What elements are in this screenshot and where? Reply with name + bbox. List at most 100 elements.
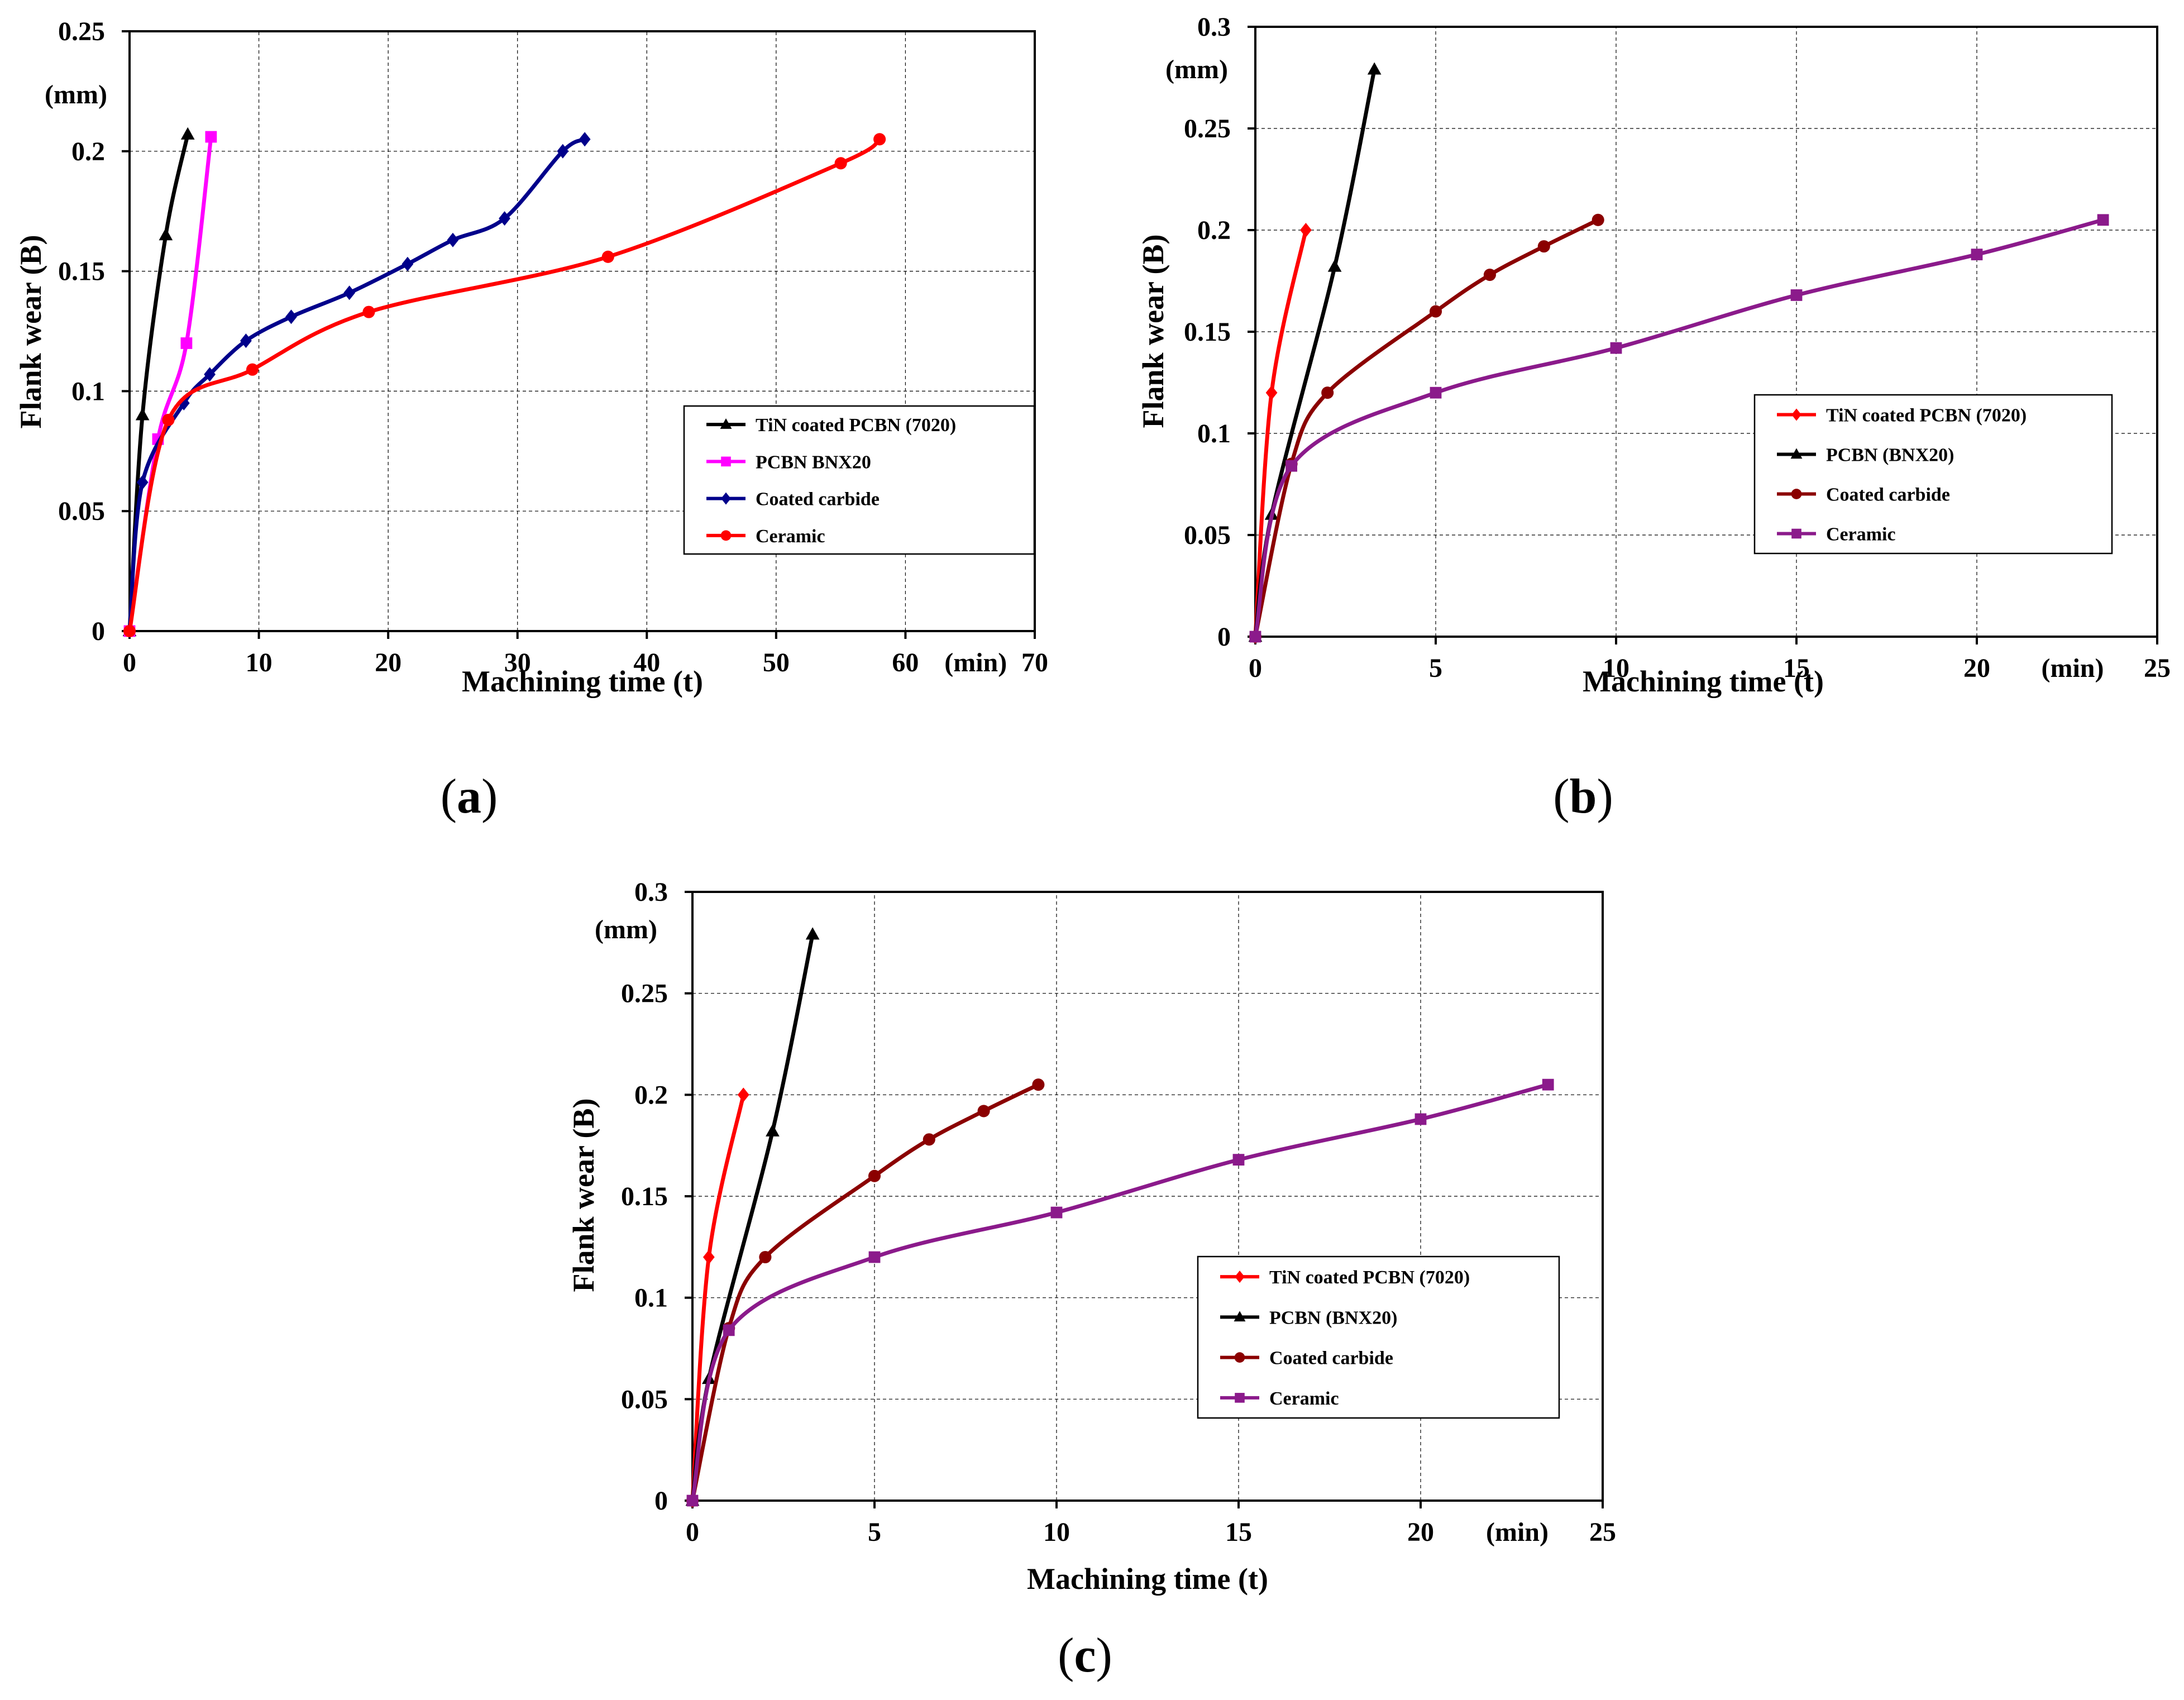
legend-marker (720, 418, 732, 429)
series-line (1253, 218, 1600, 639)
y-tick-label: 0.25 (621, 979, 668, 1009)
data-point (868, 1169, 881, 1182)
data-point (1321, 386, 1334, 399)
data-point (1592, 213, 1604, 226)
chart-c: 0 5 10 15 20 25 (min) 0 0.05 0.1 0.15 0.2 0.25 0.3 (mm… (567, 877, 1616, 1683)
y-tick-label: 0.1 (1197, 419, 1231, 448)
legend-marker (1790, 448, 1803, 459)
x-tick-label: 50 (763, 648, 790, 677)
data-point (1430, 386, 1442, 399)
data-point (1285, 460, 1297, 472)
data-point (923, 1133, 935, 1146)
y-tick-label: 0.2 (634, 1080, 668, 1110)
data-point (759, 1250, 772, 1264)
chart-b: 0 5 10 15 20 25 (min) 0 0.05 0.1 0.15 0.2 0.25 0.3 (mm… (1136, 12, 2171, 824)
series-line (690, 1082, 1040, 1503)
legend-marker (721, 456, 731, 467)
series-pcbn-bnx20- (685, 927, 820, 1506)
legend-marker (1234, 1311, 1246, 1322)
legend-label: Ceramic (1269, 1388, 1339, 1409)
data-point (1414, 1113, 1427, 1125)
chart-a: 0 10 20 30 40 50 60 70 (min) 0 0.05 0.1 0.15 0.2 0.25 (… (14, 17, 1048, 824)
x-tick-label: 20 (1963, 653, 1990, 683)
data-point (499, 211, 510, 226)
data-point (977, 1105, 990, 1118)
x-tick-label: 25 (2144, 653, 2171, 683)
x-axis-title: Machining time (t) (1583, 665, 1824, 698)
x-unit-label: (min) (2042, 653, 2104, 683)
x-axis-title: Machining time (t) (462, 665, 703, 698)
series-coated-carbide (1249, 213, 1604, 643)
data-point (834, 157, 847, 170)
data-point (447, 232, 459, 247)
data-point (1232, 1154, 1245, 1166)
data-point (1971, 249, 1983, 261)
y-tick-label: 0.2 (1197, 216, 1231, 245)
x-tick-label: 10 (1603, 653, 1629, 683)
data-point (246, 363, 259, 376)
x-tick-label: 0 (1249, 653, 1262, 683)
data-point (1050, 1206, 1063, 1219)
y-tick-label: 0 (92, 617, 105, 646)
x-tick-label: 0 (123, 648, 136, 677)
x-axis-title: Machining time (t) (1027, 1562, 1268, 1596)
data-point (868, 1251, 881, 1263)
data-point (402, 256, 414, 271)
legend-marker (720, 530, 732, 541)
y-axis-title: Flank wear (B) (14, 235, 47, 429)
data-point (180, 127, 195, 140)
data-point (601, 250, 614, 263)
x-tick-label: 25 (1589, 1517, 1616, 1547)
y-tick-label: 0.05 (58, 496, 105, 526)
data-point (737, 1087, 749, 1102)
data-point (135, 408, 150, 421)
data-point (240, 333, 252, 348)
data-point (579, 132, 591, 147)
data-point (1483, 269, 1496, 281)
y-tick-label: 0.2 (71, 137, 105, 166)
legend-marker (1234, 1352, 1245, 1363)
series-coated-carbide (123, 132, 591, 638)
data-point (1610, 342, 1622, 354)
data-point (1249, 631, 1261, 643)
legend-marker (721, 492, 731, 505)
legend-label: Ceramic (756, 526, 825, 547)
data-point (1542, 1078, 1554, 1091)
legend-box (683, 405, 1035, 555)
y-axis-title: Flank wear (B) (567, 1099, 600, 1292)
legend-label: TiN coated PCBN (7020) (1269, 1267, 1470, 1288)
legend-label: Ceramic (1826, 524, 1896, 545)
x-tick-label: 10 (1043, 1517, 1070, 1547)
legend: TiN coated PCBN (7020) PCBN (BNX20) Coated… (1197, 1255, 1560, 1419)
data-point (1327, 259, 1342, 272)
data-point (180, 337, 193, 349)
data-point (766, 1124, 780, 1136)
x-tick-label: 70 (1021, 648, 1048, 677)
x-unit-label: (min) (1486, 1517, 1549, 1547)
data-point (805, 927, 820, 940)
x-tick-label: 0 (686, 1517, 699, 1547)
data-point (686, 1494, 699, 1507)
series-line (127, 137, 587, 633)
y-tick-label: 0.05 (621, 1384, 668, 1414)
data-point (702, 1250, 715, 1264)
y-tick-label: 0.25 (58, 17, 105, 46)
y-unit-label: (mm) (595, 915, 657, 944)
data-point (205, 131, 217, 143)
series-line (127, 137, 882, 633)
series-ceramic (1249, 214, 2109, 643)
legend-label: Coated carbide (1826, 485, 1950, 505)
data-point (285, 309, 297, 324)
data-point (1537, 240, 1550, 253)
data-point (1265, 385, 1278, 400)
panel-label: (a) (441, 770, 498, 824)
x-tick-label: 40 (633, 648, 660, 677)
data-point (723, 1324, 735, 1336)
x-tick-label: 15 (1783, 653, 1810, 683)
y-axis-title: Flank wear (B) (1136, 235, 1170, 428)
y-unit-label: (mm) (45, 80, 107, 109)
legend-box (1753, 394, 2113, 555)
legend-label: Coated carbide (1269, 1348, 1393, 1369)
y-tick-label: 0.15 (1184, 317, 1231, 347)
